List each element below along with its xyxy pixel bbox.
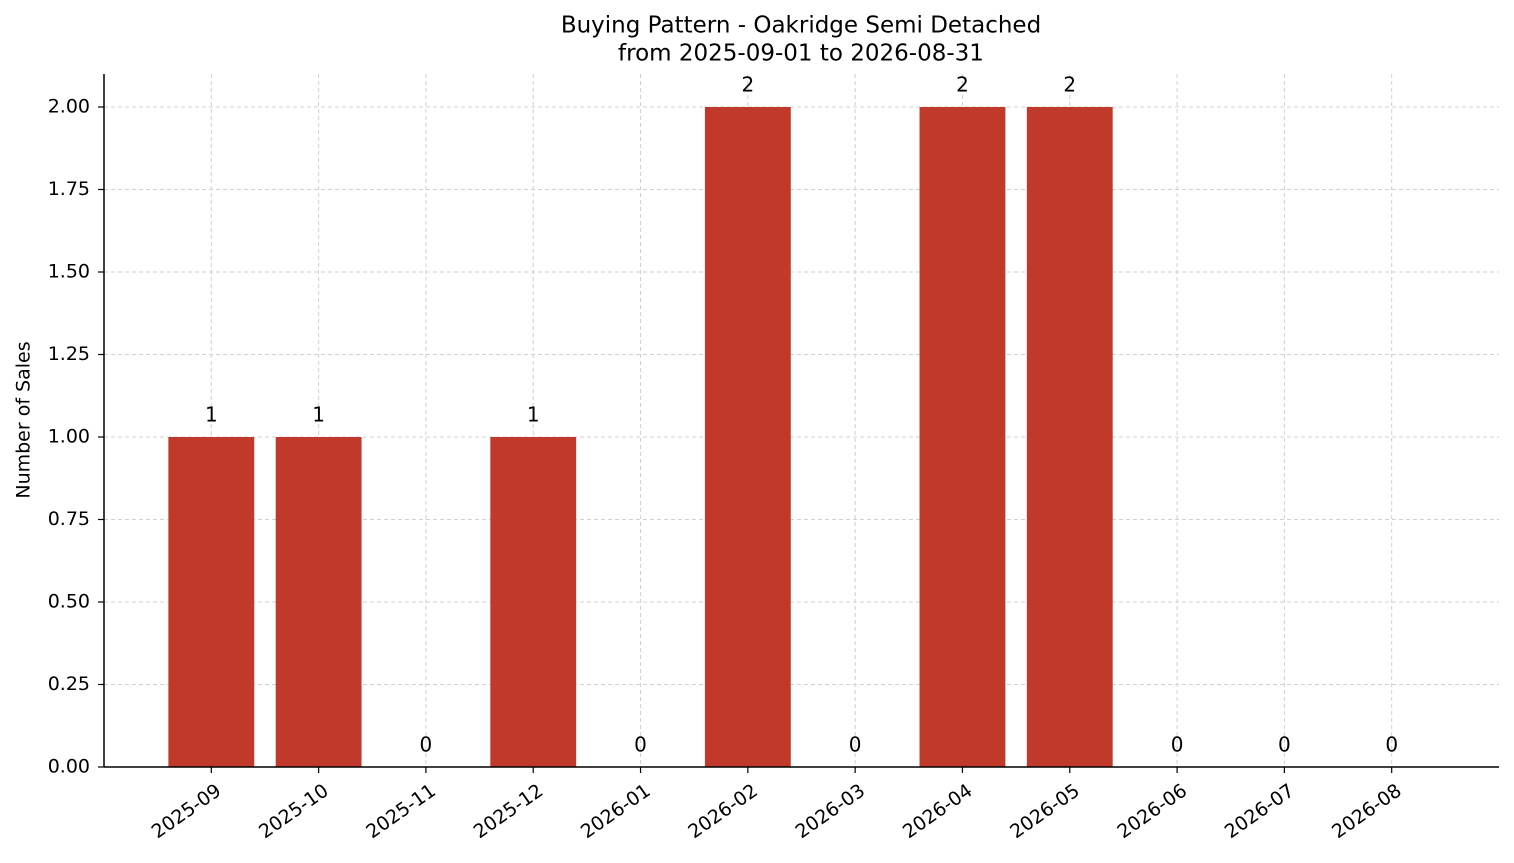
y-tick-label: 0.00 (48, 756, 90, 778)
x-tick-label: 2025-09 (148, 780, 226, 844)
chart-subtitle: from 2025-09-01 to 2026-08-31 (618, 41, 984, 67)
value-label: 0 (849, 733, 862, 757)
x-tick-label: 2026-02 (684, 780, 762, 844)
y-tick-label: 1.25 (48, 343, 90, 365)
y-tick-label: 0.25 (48, 673, 90, 695)
value-label: 0 (634, 733, 647, 757)
x-tick-label: 2026-08 (1328, 780, 1406, 844)
bar (704, 107, 791, 767)
y-tick-label: 1.75 (48, 178, 90, 200)
value-label: 2 (956, 73, 969, 97)
value-label: 0 (1385, 733, 1398, 757)
y-tick-label: 1.00 (48, 426, 90, 448)
x-tick-label: 2026-04 (899, 780, 977, 844)
value-label: 2 (1063, 73, 1076, 97)
value-label: 0 (420, 733, 433, 757)
value-label: 1 (205, 403, 218, 427)
x-tick-label: 2026-05 (1006, 780, 1084, 844)
value-label: 0 (1278, 733, 1291, 757)
x-tick-label: 2025-12 (470, 780, 548, 844)
y-tick-label: 0.50 (48, 591, 90, 613)
bar (275, 437, 362, 767)
x-tick-label: 2025-10 (255, 780, 333, 844)
bar (168, 437, 255, 767)
value-label: 1 (527, 403, 540, 427)
value-label: 0 (1171, 733, 1184, 757)
x-tick-label: 2025-11 (362, 780, 440, 844)
x-tick-label: 2026-03 (792, 780, 870, 844)
x-tick-label: 2026-06 (1113, 780, 1191, 844)
y-tick-label: 1.50 (48, 261, 90, 283)
y-tick-label: 2.00 (48, 96, 90, 118)
x-tick-label: 2026-01 (577, 780, 655, 844)
y-axis-label: Number of Sales (13, 341, 35, 498)
value-label: 2 (741, 73, 754, 97)
bar (1026, 107, 1113, 767)
bar (490, 437, 577, 767)
value-label: 1 (312, 403, 325, 427)
bar (919, 107, 1006, 767)
y-tick-label: 0.75 (48, 508, 90, 530)
chart-title: Buying Pattern - Oakridge Semi Detached (561, 13, 1041, 39)
x-tick-label: 2026-07 (1221, 780, 1299, 844)
